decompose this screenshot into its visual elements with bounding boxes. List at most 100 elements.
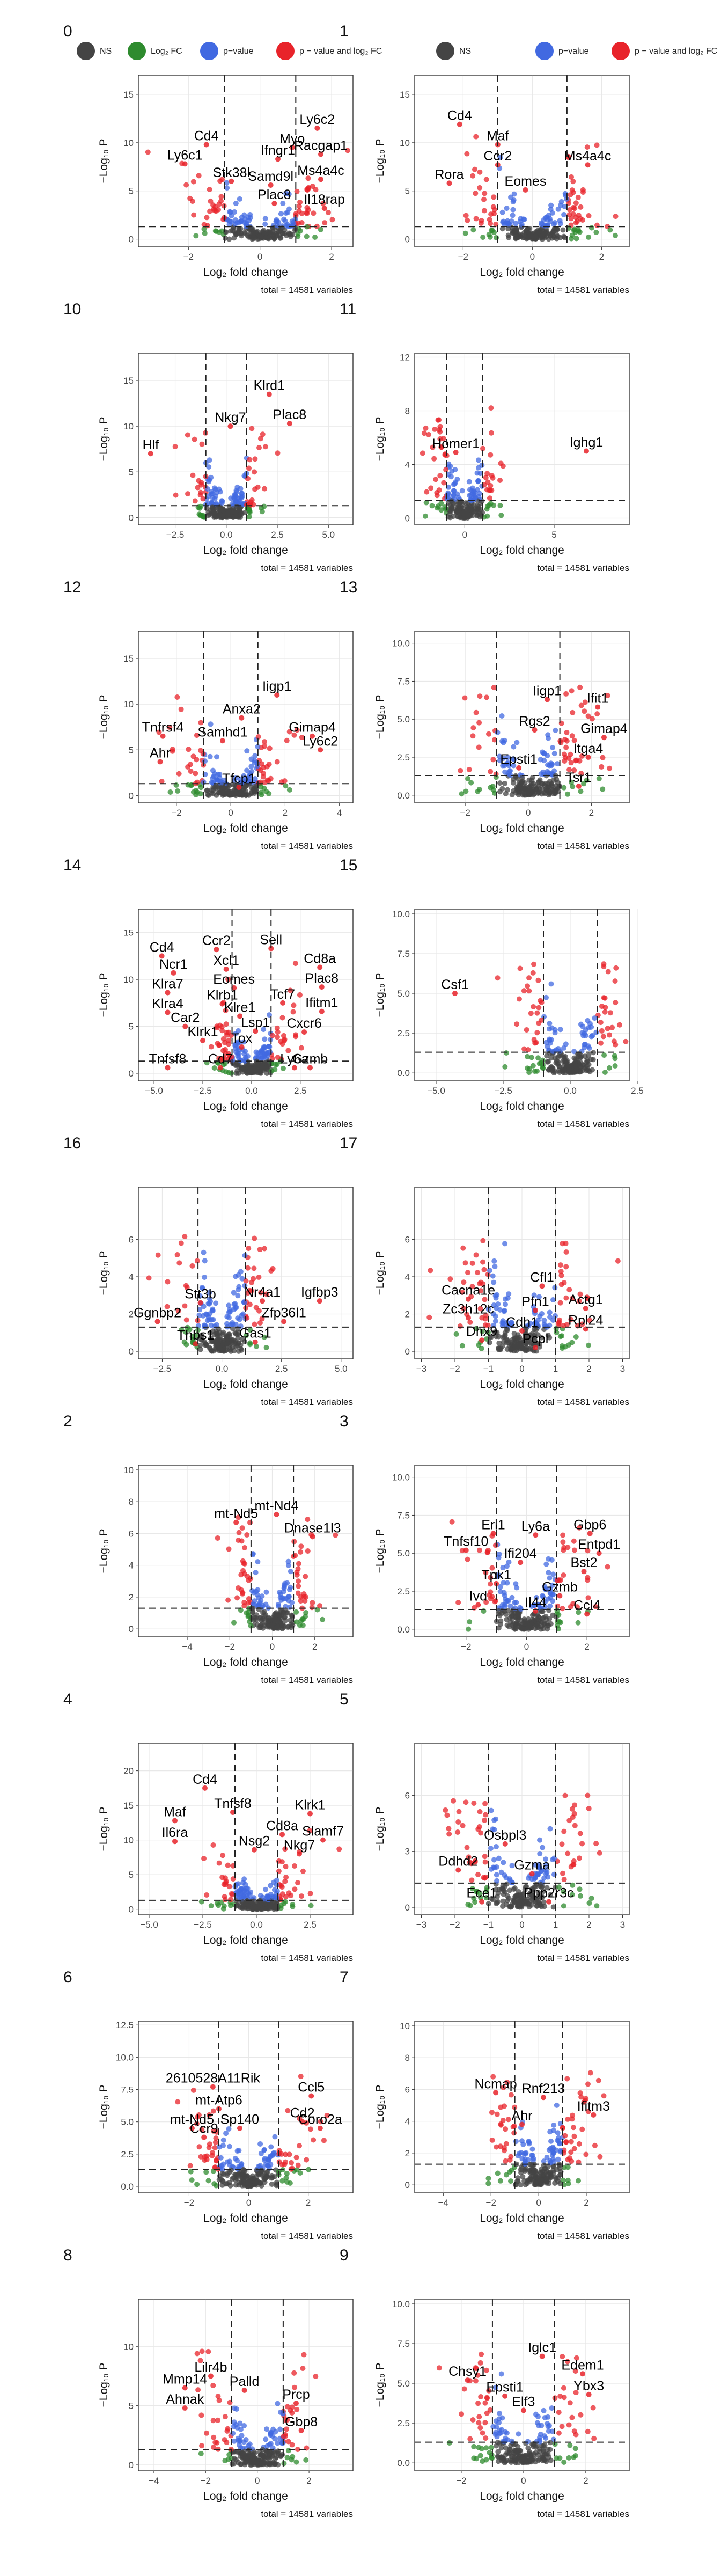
data-point bbox=[448, 474, 454, 480]
data-point bbox=[459, 1289, 465, 1295]
gene-label: Klrb1 bbox=[207, 988, 238, 1003]
gene-point bbox=[595, 704, 601, 710]
data-point bbox=[488, 1581, 494, 1587]
data-point bbox=[201, 222, 207, 228]
data-point bbox=[305, 1548, 311, 1554]
gene-point bbox=[516, 765, 522, 771]
data-point bbox=[286, 1593, 292, 1599]
y-axis-label: −Log₁₀ P bbox=[374, 139, 386, 184]
data-point bbox=[503, 2126, 509, 2132]
data-point bbox=[274, 218, 280, 224]
data-point bbox=[599, 1028, 605, 1034]
data-point bbox=[245, 475, 251, 481]
x-axis-label: Log₂ fold change bbox=[480, 2212, 564, 2224]
x-axis-label: Log₂ fold change bbox=[203, 1656, 288, 1668]
data-point bbox=[481, 196, 487, 202]
data-point bbox=[463, 788, 469, 794]
y-tick-label: 6 bbox=[129, 1234, 134, 1245]
data-point bbox=[565, 791, 571, 797]
data-point bbox=[591, 1050, 597, 1056]
data-point bbox=[511, 2130, 517, 2136]
data-point bbox=[541, 1621, 547, 1627]
data-point bbox=[473, 134, 479, 140]
data-point bbox=[273, 1062, 278, 1067]
data-point bbox=[533, 1594, 539, 1600]
x-tick-label: −4 bbox=[182, 1642, 192, 1652]
data-point bbox=[512, 1600, 518, 1606]
y-axis-label: −Log₁₀ P bbox=[98, 973, 110, 1018]
data-point bbox=[295, 1566, 301, 1572]
data-point bbox=[295, 1590, 301, 1596]
data-point bbox=[571, 2133, 577, 2139]
y-tick-label: 2 bbox=[405, 2148, 410, 2158]
data-point bbox=[242, 2183, 248, 2189]
data-point bbox=[249, 1279, 255, 1285]
data-point bbox=[561, 211, 567, 217]
data-point bbox=[587, 1318, 593, 1323]
x-axis-label: Log₂ fold change bbox=[203, 1100, 288, 1113]
data-point bbox=[481, 208, 487, 214]
gene-point bbox=[523, 187, 528, 193]
data-point bbox=[471, 1801, 477, 1806]
gene-point bbox=[286, 421, 292, 427]
data-point bbox=[571, 1811, 577, 1817]
data-point bbox=[491, 207, 497, 213]
data-point bbox=[549, 210, 555, 216]
data-point bbox=[546, 2170, 551, 2176]
data-point bbox=[176, 771, 182, 777]
data-point bbox=[214, 228, 219, 234]
data-point bbox=[459, 499, 465, 504]
data-point bbox=[539, 1311, 545, 1316]
y-tick-label: 0 bbox=[129, 513, 134, 523]
data-point bbox=[222, 1897, 228, 1902]
data-point bbox=[576, 1298, 582, 1304]
gene-label: Nkg7 bbox=[284, 1838, 315, 1853]
data-point bbox=[183, 1329, 189, 1335]
data-point bbox=[579, 1321, 585, 1327]
data-point bbox=[203, 2169, 209, 2175]
data-point bbox=[208, 721, 214, 727]
gene-label: Rnf213 bbox=[522, 2081, 565, 2096]
data-point bbox=[238, 486, 244, 492]
data-point bbox=[208, 1339, 214, 1345]
data-point bbox=[585, 1018, 591, 1023]
gene-label: Ahr bbox=[150, 745, 171, 760]
data-point bbox=[462, 230, 468, 236]
data-point bbox=[205, 2178, 211, 2184]
data-point bbox=[282, 1846, 288, 1852]
data-point bbox=[518, 2182, 524, 2187]
data-point bbox=[534, 1010, 540, 1016]
data-point bbox=[496, 1855, 502, 1861]
data-point bbox=[183, 1283, 189, 1289]
data-point bbox=[526, 975, 532, 981]
data-point bbox=[546, 1556, 551, 1562]
data-point bbox=[463, 1799, 469, 1805]
gene-point bbox=[307, 1811, 313, 1817]
data-point bbox=[190, 753, 196, 759]
y-tick-label: 10 bbox=[400, 2021, 410, 2031]
data-point bbox=[469, 1877, 475, 1883]
data-point bbox=[487, 1592, 492, 1598]
data-point bbox=[236, 1894, 242, 1900]
data-point bbox=[261, 1027, 267, 1033]
data-point bbox=[497, 1584, 503, 1590]
data-point bbox=[293, 2155, 299, 2161]
data-point bbox=[472, 495, 478, 501]
data-point bbox=[230, 782, 236, 788]
data-point bbox=[507, 2169, 513, 2175]
data-point bbox=[585, 2109, 591, 2114]
data-point bbox=[207, 1290, 212, 1296]
gene-point bbox=[318, 177, 323, 182]
x-tick-label: 0 bbox=[246, 2198, 251, 2208]
data-point bbox=[318, 226, 323, 232]
y-tick-label: 0 bbox=[405, 1902, 410, 1913]
gene-label: Ly6a bbox=[280, 1052, 308, 1067]
data-point bbox=[454, 491, 460, 497]
data-point bbox=[200, 1285, 205, 1291]
gene-point bbox=[581, 1569, 587, 1575]
data-point bbox=[175, 2099, 181, 2105]
gene-point bbox=[299, 2119, 305, 2125]
data-point bbox=[560, 1345, 565, 1351]
gene-label: Lsp1 bbox=[241, 1015, 270, 1030]
data-point bbox=[549, 1065, 555, 1071]
